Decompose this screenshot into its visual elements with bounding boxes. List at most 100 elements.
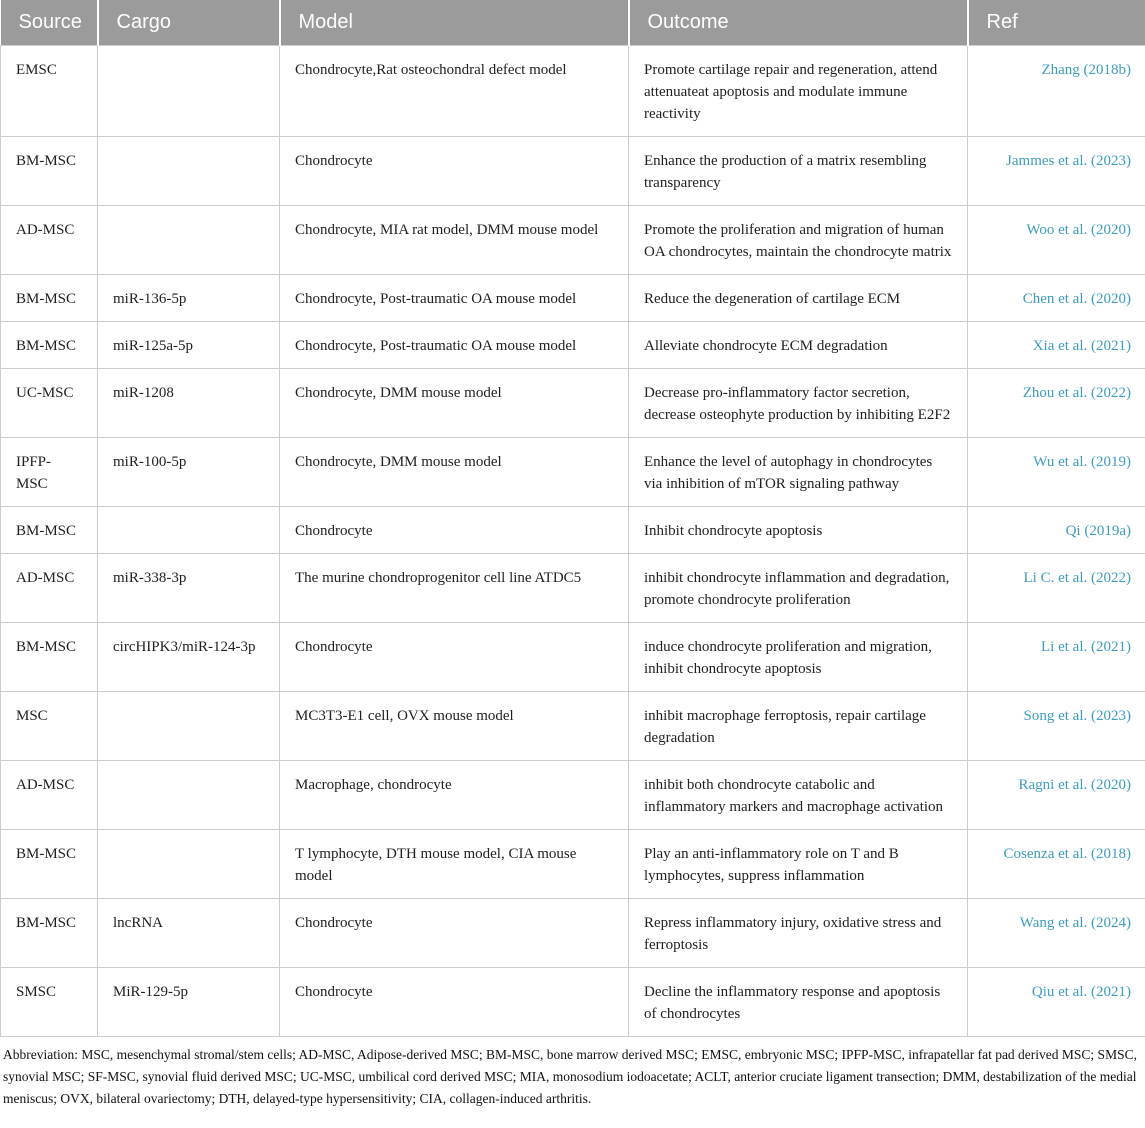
cell-cargo: miR-100-5p xyxy=(97,436,280,507)
cell-ref: Chen et al. (2020) xyxy=(967,273,1145,322)
cell-source: BM-MSC xyxy=(0,320,98,369)
column-header-source: Source xyxy=(0,0,99,45)
cell-model: Chondrocyte, MIA rat model, DMM mouse mo… xyxy=(279,204,629,275)
table-row: BM-MSC Chondrocyte Inhibit chondrocyte a… xyxy=(0,505,1145,554)
cell-source: BM-MSC xyxy=(0,828,98,899)
cell-model: MC3T3-E1 cell, OVX mouse model xyxy=(279,690,629,761)
cell-cargo xyxy=(97,828,280,899)
citation-link[interactable]: Li et al. (2021) xyxy=(1041,638,1131,655)
cell-source: UC-MSC xyxy=(0,367,98,438)
cell-outcome: Promote the proliferation and migration … xyxy=(628,204,968,275)
cell-cargo xyxy=(97,759,280,830)
cell-ref: Zhou et al. (2022) xyxy=(967,367,1145,438)
cell-source: SMSC xyxy=(0,966,98,1037)
citation-link[interactable]: Cosenza et al. (2018) xyxy=(1003,845,1131,862)
header-row: Source Cargo Model Outcome Ref xyxy=(0,0,1145,45)
cell-ref: Cosenza et al. (2018) xyxy=(967,828,1145,899)
cell-source: BM-MSC xyxy=(0,897,98,968)
cell-model: Chondrocyte, Post-traumatic OA mouse mod… xyxy=(279,273,629,322)
citation-link[interactable]: Wang et al. (2024) xyxy=(1019,914,1131,931)
cell-outcome: inhibit macrophage ferroptosis, repair c… xyxy=(628,690,968,761)
cell-cargo: miR-125a-5p xyxy=(97,320,280,369)
cell-model: Macrophage, chondrocyte xyxy=(279,759,629,830)
citation-link[interactable]: Li C. et al. (2022) xyxy=(1023,569,1131,586)
cell-model: Chondrocyte, DMM mouse model xyxy=(279,436,629,507)
citation-link[interactable]: Chen et al. (2020) xyxy=(1022,290,1131,307)
table-row: BM-MSC Chondrocyte Enhance the productio… xyxy=(0,135,1145,206)
citation-link[interactable]: Qi (2019a) xyxy=(1065,522,1131,539)
table-row: BM-MSC T lymphocyte, DTH mouse model, CI… xyxy=(0,828,1145,899)
cell-model: T lymphocyte, DTH mouse model, CIA mouse… xyxy=(279,828,629,899)
table-row: AD-MSC miR-338-3p The murine chondroprog… xyxy=(0,552,1145,623)
cell-ref: Qiu et al. (2021) xyxy=(967,966,1145,1037)
cell-model: Chondrocyte, DMM mouse model xyxy=(279,367,629,438)
table-row: IPFP-MSC miR-100-5p Chondrocyte, DMM mou… xyxy=(0,436,1145,507)
table-header: Source Cargo Model Outcome Ref xyxy=(0,0,1145,45)
cell-model: Chondrocyte xyxy=(279,135,629,206)
cell-cargo: miR-136-5p xyxy=(97,273,280,322)
cell-outcome: Reduce the degeneration of cartilage ECM xyxy=(628,273,968,322)
table-row: BM-MSC circHIPK3/miR-124-3p Chondrocyte … xyxy=(0,621,1145,692)
cell-cargo: miR-1208 xyxy=(97,367,280,438)
cell-model: Chondrocyte xyxy=(279,966,629,1037)
cell-outcome: Enhance the production of a matrix resem… xyxy=(628,135,968,206)
cell-ref: Wu et al. (2019) xyxy=(967,436,1145,507)
table-row: UC-MSC miR-1208 Chondrocyte, DMM mouse m… xyxy=(0,367,1145,438)
table-row: MSC MC3T3-E1 cell, OVX mouse model inhib… xyxy=(0,690,1145,761)
citation-link[interactable]: Zhang (2018b) xyxy=(1041,61,1131,78)
cell-cargo xyxy=(97,204,280,275)
cell-ref: Li et al. (2021) xyxy=(967,621,1145,692)
cell-outcome: induce chondrocyte proliferation and mig… xyxy=(628,621,968,692)
cell-ref: Song et al. (2023) xyxy=(967,690,1145,761)
cell-outcome: Play an anti-inflammatory role on T and … xyxy=(628,828,968,899)
column-header-outcome: Outcome xyxy=(628,0,969,45)
cell-cargo xyxy=(97,135,280,206)
cell-model: Chondrocyte,Rat osteochondral defect mod… xyxy=(279,44,629,137)
cell-ref: Xia et al. (2021) xyxy=(967,320,1145,369)
cell-cargo: circHIPK3/miR-124-3p xyxy=(97,621,280,692)
citation-link[interactable]: Jammes et al. (2023) xyxy=(1006,152,1131,169)
cell-source: IPFP-MSC xyxy=(0,436,98,507)
cell-outcome: Promote cartilage repair and regeneratio… xyxy=(628,44,968,137)
cell-source: MSC xyxy=(0,690,98,761)
table-row: AD-MSC Macrophage, chondrocyte inhibit b… xyxy=(0,759,1145,830)
msc-exosome-table: Source Cargo Model Outcome Ref EMSC Chon… xyxy=(0,0,1145,1037)
cell-model: Chondrocyte xyxy=(279,505,629,554)
cell-source: BM-MSC xyxy=(0,135,98,206)
citation-link[interactable]: Wu et al. (2019) xyxy=(1033,453,1131,470)
cell-source: BM-MSC xyxy=(0,273,98,322)
cell-source: AD-MSC xyxy=(0,204,98,275)
table-row: EMSC Chondrocyte,Rat osteochondral defec… xyxy=(0,44,1145,137)
cell-model: Chondrocyte xyxy=(279,621,629,692)
cell-cargo: lncRNA xyxy=(97,897,280,968)
table-body: EMSC Chondrocyte,Rat osteochondral defec… xyxy=(0,44,1145,1037)
table-row: BM-MSC miR-125a-5p Chondrocyte, Post-tra… xyxy=(0,320,1145,369)
table-row: AD-MSC Chondrocyte, MIA rat model, DMM m… xyxy=(0,204,1145,275)
cell-source: BM-MSC xyxy=(0,621,98,692)
cell-ref: Zhang (2018b) xyxy=(967,44,1145,137)
table-row: BM-MSC miR-136-5p Chondrocyte, Post-trau… xyxy=(0,273,1145,322)
cell-source: AD-MSC xyxy=(0,759,98,830)
cell-ref: Li C. et al. (2022) xyxy=(967,552,1145,623)
cell-ref: Wang et al. (2024) xyxy=(967,897,1145,968)
cell-ref: Ragni et al. (2020) xyxy=(967,759,1145,830)
cell-outcome: Decline the inflammatory response and ap… xyxy=(628,966,968,1037)
citation-link[interactable]: Ragni et al. (2020) xyxy=(1018,776,1131,793)
cell-cargo xyxy=(97,505,280,554)
cell-cargo: MiR-129-5p xyxy=(97,966,280,1037)
cell-outcome: inhibit both chondrocyte catabolic and i… xyxy=(628,759,968,830)
cell-outcome: inhibit chondrocyte inflammation and deg… xyxy=(628,552,968,623)
cell-outcome: Decrease pro-inflammatory factor secreti… xyxy=(628,367,968,438)
column-header-model: Model xyxy=(279,0,630,45)
citation-link[interactable]: Woo et al. (2020) xyxy=(1026,221,1131,238)
citation-link[interactable]: Qiu et al. (2021) xyxy=(1031,983,1131,1000)
cell-source: AD-MSC xyxy=(0,552,98,623)
citation-link[interactable]: Xia et al. (2021) xyxy=(1032,337,1131,354)
cell-cargo: miR-338-3p xyxy=(97,552,280,623)
cell-outcome: Repress inflammatory injury, oxidative s… xyxy=(628,897,968,968)
cell-ref: Woo et al. (2020) xyxy=(967,204,1145,275)
citation-link[interactable]: Song et al. (2023) xyxy=(1023,707,1131,724)
citation-link[interactable]: Zhou et al. (2022) xyxy=(1022,384,1131,401)
table-footnote: Abbreviation: MSC, mesenchymal stromal/s… xyxy=(3,1046,1137,1106)
